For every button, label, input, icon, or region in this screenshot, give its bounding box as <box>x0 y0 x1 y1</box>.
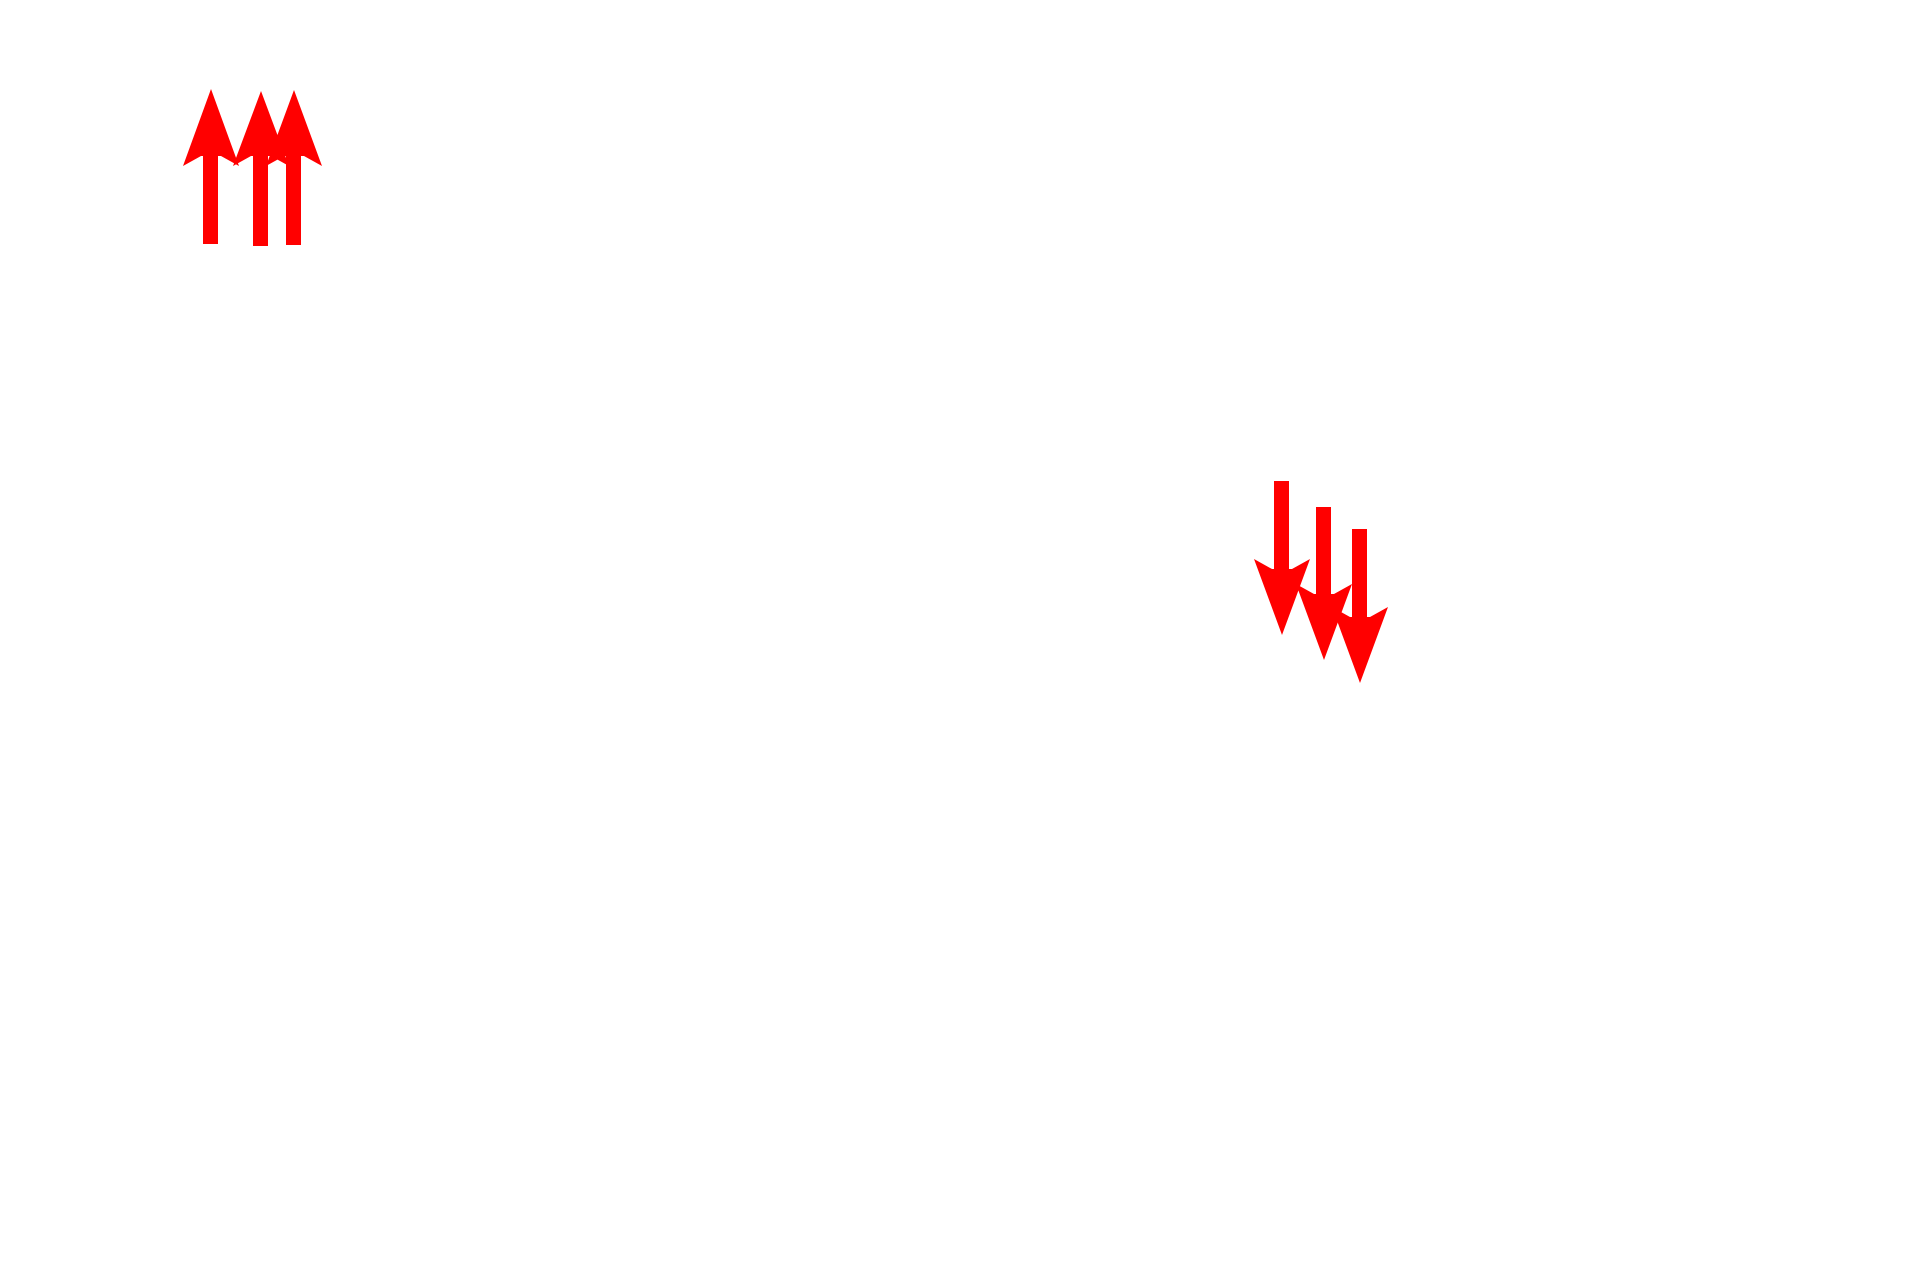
arrow-down-icon <box>1254 481 1310 635</box>
arrow-up-icon <box>183 89 239 244</box>
arrow-up-icon <box>266 90 322 245</box>
arrow-down-icon <box>1296 507 1352 660</box>
down-arrow-group <box>1254 481 1388 683</box>
up-arrow-group <box>183 89 322 246</box>
arrow-down-icon <box>1332 529 1388 683</box>
